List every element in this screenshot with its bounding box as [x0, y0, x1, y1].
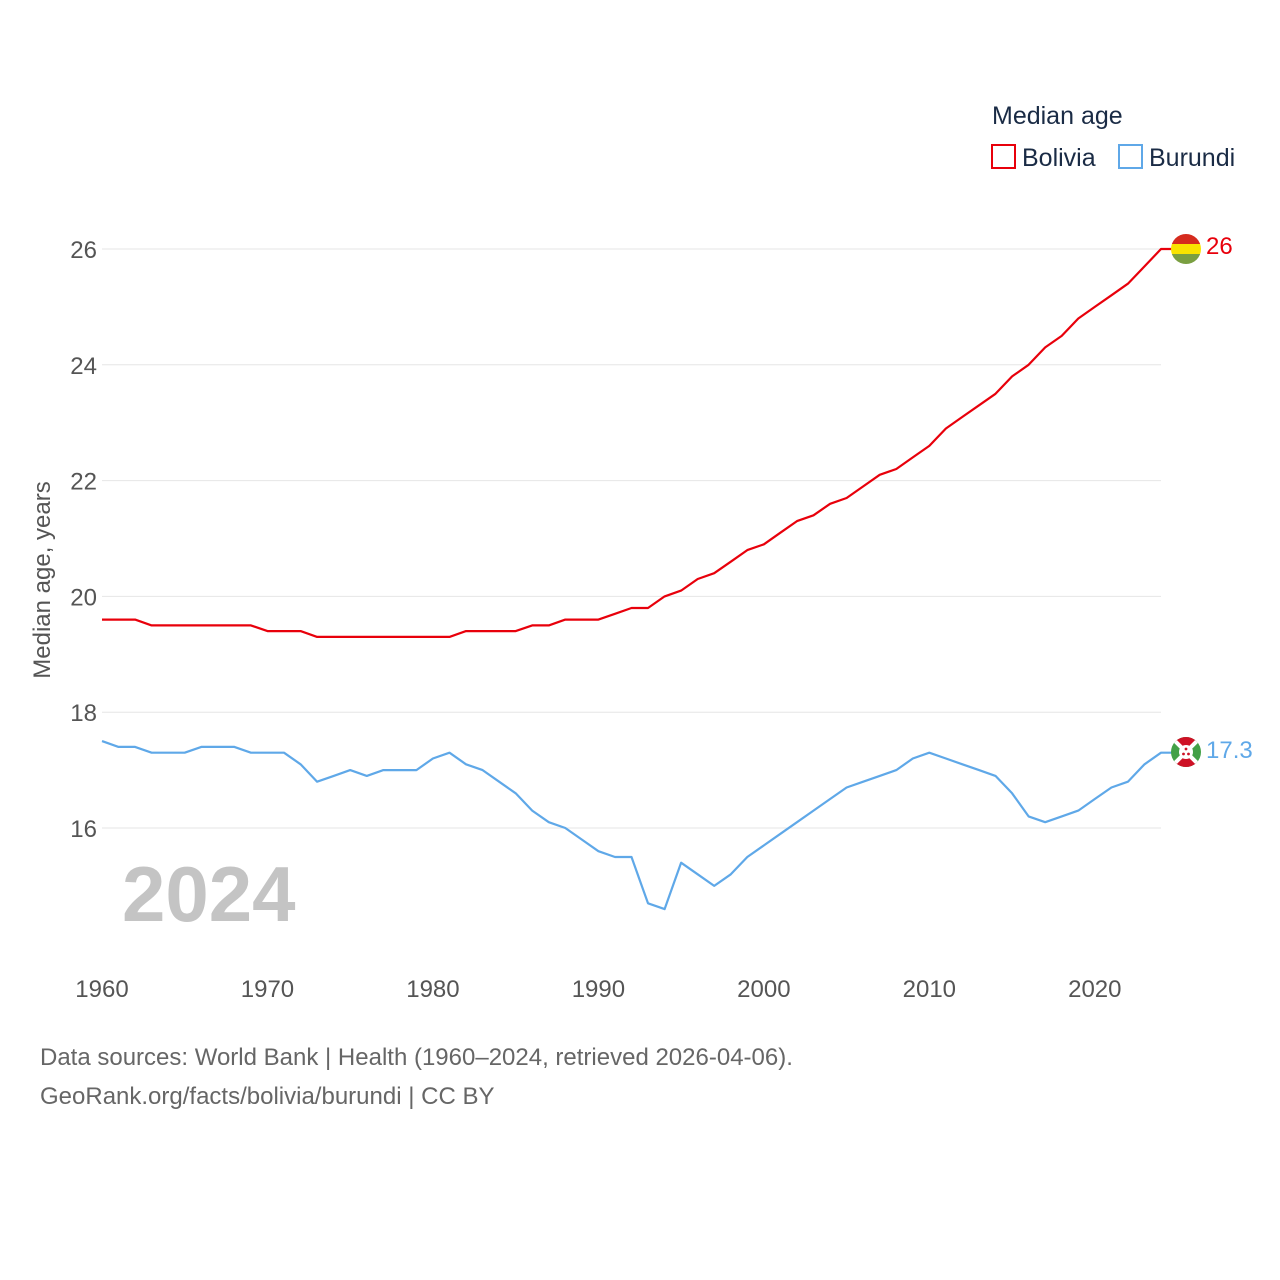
credit-link[interactable]: GeoRank.org/facts/bolivia/burundi | CC B…: [40, 1083, 495, 1110]
data-sources-note: Data sources: World Bank | Health (1960–…: [40, 1044, 793, 1071]
burundi-flag-icon: [1171, 737, 1201, 767]
x-tick-label: 2010: [903, 976, 956, 1003]
legend-swatch-burundi[interactable]: [1118, 144, 1143, 169]
series-line-burundi[interactable]: [101, 740, 1172, 911]
legend-label-burundi[interactable]: Burundi: [1149, 144, 1235, 172]
y-tick-label: 20: [70, 584, 97, 611]
legend-title: Median age: [992, 102, 1123, 130]
x-tick-label: 1970: [241, 976, 294, 1003]
x-tick-label: 1980: [406, 976, 459, 1003]
gridlines: [102, 248, 1161, 829]
y-tick-label: 26: [70, 237, 97, 264]
y-tick-label: 18: [70, 700, 97, 727]
x-tick-label: 1960: [75, 976, 128, 1003]
line-chart: 16 18 20 22 24 26 1960 1970 1980 1990 2000 2010 202…: [29, 102, 1253, 1003]
y-tick-label: 16: [70, 816, 97, 843]
series-lines: [101, 247, 1172, 911]
y-tick-label: 22: [70, 469, 97, 496]
x-axis-ticks: 1960 1970 1980 1990 2000 2010 2020: [75, 976, 1121, 1003]
legend-label-bolivia[interactable]: Bolivia: [1022, 144, 1096, 172]
end-value-bolivia: 26: [1206, 233, 1233, 260]
end-value-burundi: 17.3: [1206, 737, 1253, 764]
series-line-bolivia[interactable]: [102, 247, 1172, 639]
x-tick-label: 2000: [737, 976, 790, 1003]
y-tick-label: 24: [70, 353, 97, 380]
year-label: 2024: [122, 850, 296, 938]
legend-swatch-bolivia[interactable]: [991, 144, 1016, 169]
y-axis-ticks: 16 18 20 22 24 26: [70, 237, 97, 843]
y-axis-title: Median age, years: [29, 481, 56, 678]
bolivia-flag-icon: [1171, 234, 1201, 264]
x-tick-label: 1990: [572, 976, 625, 1003]
legend: Median age Bolivia Burundi: [991, 102, 1235, 172]
x-tick-label: 2020: [1068, 976, 1121, 1003]
